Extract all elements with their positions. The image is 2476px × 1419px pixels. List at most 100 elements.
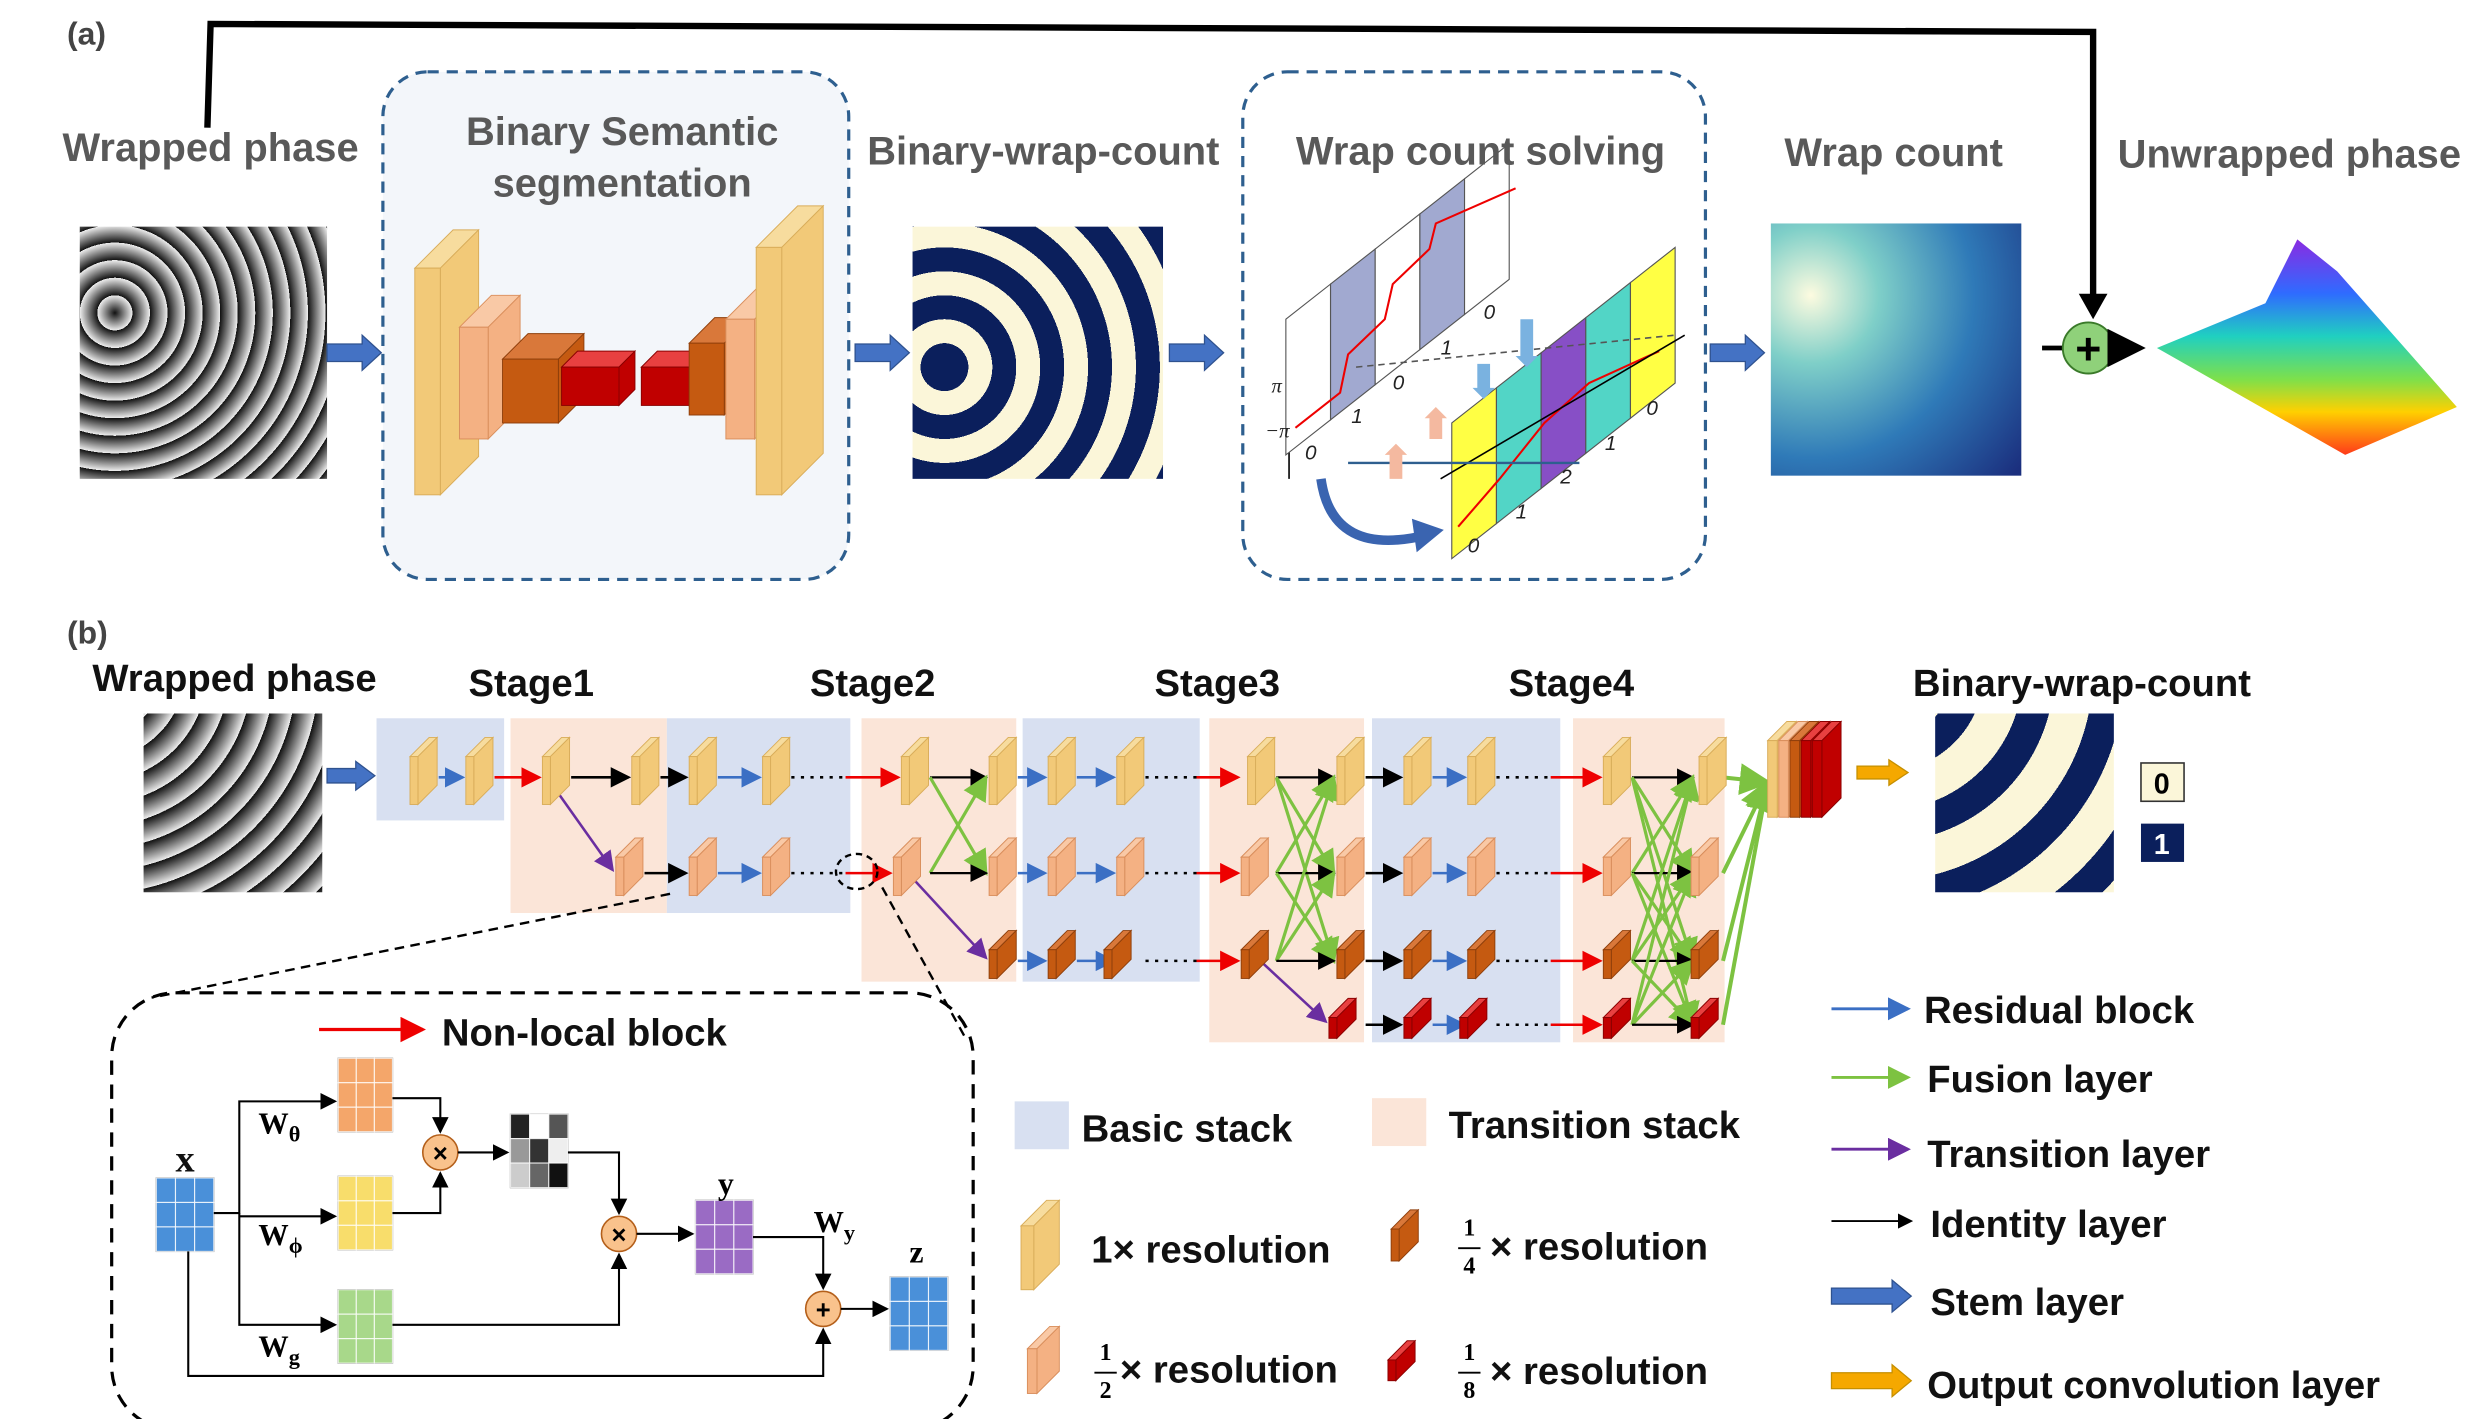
tensor-cell: [548, 1113, 569, 1140]
layer-legend: Residual block: [1924, 989, 2195, 1032]
legend-swatch: [1014, 1101, 1069, 1150]
input-title: Wrapped phase: [92, 657, 376, 700]
resolution-legend: × resolution: [1490, 1225, 1708, 1268]
step-title: Wrap count: [1784, 131, 2003, 175]
fraction-num: 1: [1463, 1340, 1475, 1366]
subscript: θ: [289, 1121, 301, 1146]
tensor-cell: [155, 1177, 177, 1204]
subscript: g: [289, 1345, 300, 1370]
basic-stack: [1372, 718, 1561, 1043]
weight: W: [258, 1218, 288, 1252]
fraction-den: 4: [1463, 1254, 1475, 1280]
tensor-cell: [174, 1226, 196, 1252]
slab-front: [1467, 949, 1477, 979]
unwrapped-surface: [2156, 239, 2457, 455]
tensor-cell: [509, 1162, 531, 1189]
slab-front: [1026, 1348, 1038, 1394]
block-arrow: [326, 333, 383, 372]
slab-front: [988, 949, 998, 979]
dashed-box: [381, 70, 851, 582]
tensor-cell: [355, 1200, 375, 1226]
count-label: 0: [1646, 397, 1658, 420]
connector: [392, 1252, 628, 1326]
tensor-cell: [194, 1177, 215, 1204]
tensor-cell: [355, 1106, 375, 1133]
block-arrow: [1856, 758, 1910, 787]
weight-label: Wy: [814, 1205, 855, 1245]
fraction-num: 1: [1100, 1340, 1112, 1366]
plane: [1629, 246, 1676, 420]
slab-front: [502, 358, 559, 424]
slab-front: [409, 756, 419, 805]
panel-label: (a): [67, 16, 106, 52]
slab-front: [1602, 856, 1612, 896]
slab-front: [1778, 740, 1789, 818]
layer-legend: Fusion layer: [1927, 1058, 2153, 1101]
tensor-cell: [337, 1175, 357, 1202]
slab-front: [1103, 949, 1113, 979]
slab-front: [640, 366, 690, 406]
tensor-cell: [337, 1313, 357, 1340]
tensor-cell: [695, 1248, 716, 1275]
tensor-cell: [337, 1224, 357, 1251]
plane: [1463, 142, 1510, 316]
arrow: [1630, 958, 1695, 1026]
slab-front: [1116, 856, 1126, 896]
arrow-head: [1411, 518, 1444, 553]
slab-front: [458, 326, 489, 440]
block-arrow: [1830, 1363, 1913, 1399]
tensor-cell: [373, 1289, 394, 1315]
tensor-cell: [355, 1338, 375, 1364]
slab-front: [900, 756, 910, 805]
slab-front: [1403, 949, 1413, 979]
slab-front: [1336, 856, 1346, 896]
arrow: [1274, 870, 1336, 962]
slab-front: [1116, 756, 1126, 805]
count-label: 0: [1393, 371, 1405, 394]
stack-legend: Basic stack: [1082, 1107, 1293, 1150]
tensor-cell: [908, 1276, 930, 1302]
tensor-cell: [529, 1138, 550, 1164]
count-label: 1: [1441, 336, 1453, 359]
step-title: segmentation: [493, 161, 752, 205]
slab-front: [1811, 740, 1823, 818]
tensor-cell: [927, 1276, 949, 1302]
slab-front: [762, 856, 772, 896]
slab-front: [1602, 949, 1612, 979]
slab-front: [688, 856, 698, 896]
tensor-cell: [194, 1226, 215, 1252]
zoom-circle: [834, 852, 879, 891]
slab-front: [1467, 756, 1477, 805]
op-sign: ×: [612, 1221, 627, 1249]
slab-front: [1047, 949, 1057, 979]
tensor-cell: [927, 1300, 949, 1327]
slab-front: [988, 856, 998, 896]
connector: [392, 1097, 449, 1134]
connector: [187, 1251, 832, 1377]
count-label: 1: [1351, 405, 1363, 428]
resolution-legend: 1× resolution: [1091, 1229, 1330, 1272]
tensor-cell: [373, 1224, 394, 1251]
output-title: Binary-wrap-count: [1913, 662, 2251, 705]
small-arrow: [1515, 319, 1538, 368]
slab-front: [1387, 1359, 1397, 1382]
arrow: [1630, 774, 1700, 1026]
subscript: y: [844, 1220, 855, 1245]
tensor-cell: [889, 1276, 910, 1302]
slab-front: [1789, 740, 1801, 818]
tensor-cell: [355, 1082, 375, 1108]
tensor-cell: [194, 1201, 215, 1228]
var-label: x: [175, 1139, 194, 1181]
slab-front: [1459, 1017, 1469, 1039]
block-arrow: [854, 333, 911, 372]
arrow: [1630, 774, 1698, 962]
stack-legend: Transition stack: [1449, 1104, 1741, 1147]
connector: [392, 1171, 449, 1215]
tensor-cell: [548, 1138, 569, 1164]
arrow: [1722, 763, 1772, 796]
slab-front: [1336, 949, 1346, 979]
arrow: [549, 781, 615, 872]
class-swatch: [2140, 823, 2185, 862]
weight: W: [814, 1205, 844, 1239]
stage-title: Stage2: [810, 662, 936, 705]
